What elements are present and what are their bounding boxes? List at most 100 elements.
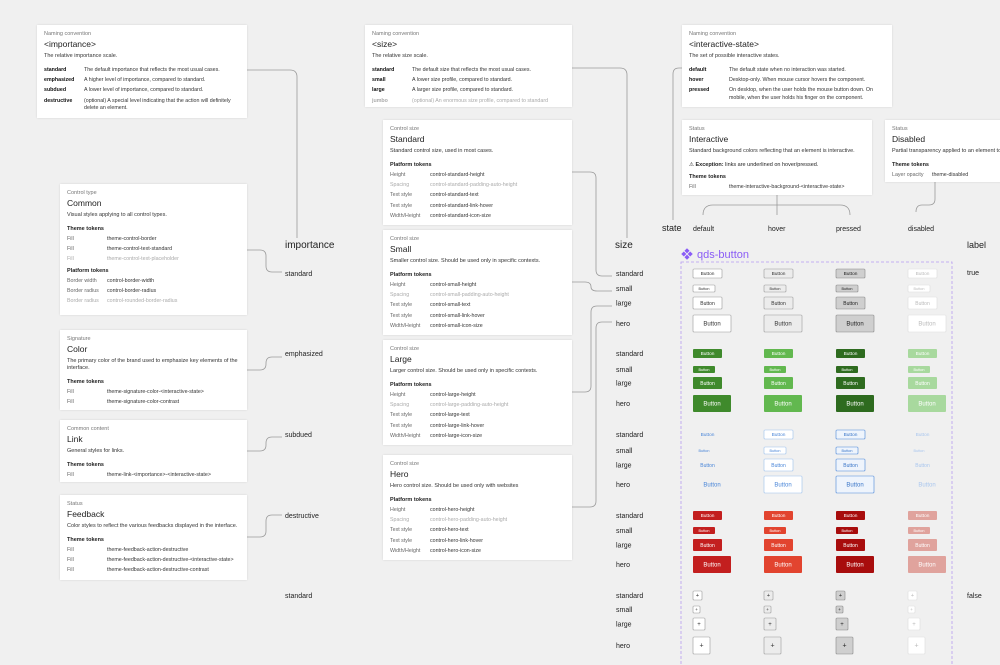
card-description: Larger control size. Should be used only… [390, 368, 538, 374]
button-label: Button [846, 563, 863, 569]
button [763, 475, 803, 494]
token-name: control-standard-padding-auto-height [430, 182, 518, 189]
token-name: theme-control-text-standard [107, 246, 173, 253]
button-icon: + [911, 593, 915, 599]
button [764, 366, 786, 373]
card-kicker: Naming convention [44, 31, 92, 37]
token-row: Fill theme-feedback-action-destructive-co… [67, 567, 240, 574]
term-text: The default importance that reflects the… [84, 67, 220, 74]
button-label: Button [701, 271, 715, 277]
button [908, 527, 930, 534]
token-key: Width/Height [390, 212, 421, 219]
token-key: Height [390, 282, 406, 289]
token-key: Border width [67, 277, 97, 284]
section-heading: Theme tokens [892, 162, 929, 169]
button-label: Button [772, 271, 786, 277]
size-label: small [616, 528, 633, 535]
button-label: Button [844, 351, 858, 357]
term: jumbo [372, 97, 388, 104]
axis-title: state [662, 223, 682, 233]
token-key: Spacing [390, 292, 410, 299]
token-key: Border radius [67, 287, 99, 294]
section-heading: Theme tokens [67, 226, 104, 233]
connector [247, 436, 282, 452]
card: Naming convention <size> The relative size… [365, 25, 572, 107]
size-label: small [616, 448, 633, 455]
button [763, 314, 803, 333]
button [693, 527, 715, 534]
card: Control size Standard Standard control siz… [383, 120, 572, 225]
card: Control size Hero Hero control size. Shoul… [383, 455, 572, 560]
size-label: small [616, 286, 633, 293]
exception-note: ⚠ Exception: links are underlined on hov… [689, 162, 865, 168]
button-label: Button [843, 381, 858, 387]
definition-row: jumbo (optional) An enormous size profile… [372, 98, 565, 105]
button-label: Button [699, 287, 710, 291]
connector [572, 281, 612, 292]
button [907, 284, 931, 293]
button [764, 377, 793, 389]
button-icon: + [699, 643, 703, 650]
button [764, 556, 802, 573]
term: standard [44, 67, 67, 74]
button [693, 511, 722, 520]
button-label: Button [703, 563, 720, 569]
term-text: On desktop, when the user holds the mous… [729, 87, 873, 101]
connector [702, 195, 851, 216]
token-name: control-standard-icon-size [430, 212, 491, 219]
section-heading: Theme tokens [67, 379, 104, 386]
size-label: large [616, 463, 632, 470]
button-label: Button [700, 301, 715, 307]
token-name: control-small-padding-auto-height [430, 292, 509, 299]
button-label: Button [916, 271, 930, 277]
token-row: Fill theme-control-text-standard [67, 246, 240, 253]
token-row: Text style control-hero-text [390, 527, 565, 534]
button [763, 636, 782, 655]
size-label: hero [616, 643, 630, 650]
button [836, 556, 874, 573]
card: Naming convention <importance> The relativ… [37, 25, 247, 118]
card-description: The relative size scale. [372, 53, 428, 59]
button-label: Button [770, 368, 781, 372]
card-kicker: Control size [390, 461, 420, 467]
term-text: A lower level of importance, compared to… [84, 87, 204, 94]
button [835, 617, 849, 631]
token-row: Fill theme-link-<importance>-<interactive… [67, 472, 240, 479]
token-key: Text style [390, 412, 413, 419]
size-label: hero [616, 562, 630, 569]
button-label: Button [842, 287, 853, 291]
card-kicker: Control size [390, 346, 420, 352]
section-heading: Platform tokens [390, 382, 432, 389]
connector [572, 171, 612, 277]
card-description: The primary color of the brand used to e… [67, 358, 238, 372]
token-row: Text style control-small-text [390, 302, 565, 309]
button [764, 511, 793, 520]
button-label: Button [846, 402, 863, 408]
token-key: Fill [67, 246, 74, 253]
button [835, 605, 844, 614]
token-key: Spacing [390, 517, 410, 524]
button-label: Button [914, 449, 925, 453]
term: destructive [44, 97, 73, 104]
token-name: control-large-text [430, 412, 470, 419]
token-row: Fill theme-interactive-background-<intera… [689, 184, 865, 191]
button-label: Button [774, 563, 791, 569]
card-kicker: Status [892, 126, 908, 132]
button [836, 395, 874, 412]
button-label: Button [774, 483, 791, 489]
token-name: control-small-height [430, 282, 477, 289]
axis-title: size [615, 240, 633, 251]
button [835, 475, 875, 494]
token-row: Height control-standard-height [390, 172, 565, 179]
button [836, 511, 865, 520]
button [835, 284, 859, 293]
button-label: Button [772, 351, 786, 357]
token-key: Fill [67, 547, 74, 554]
button [692, 296, 723, 310]
token-key: Text style [390, 202, 413, 209]
token-key: Border radius [67, 297, 99, 304]
importance-label: destructive [285, 513, 319, 520]
button-label: Button [701, 513, 715, 519]
section-heading: Theme tokens [67, 537, 104, 544]
state-label: disabled [908, 226, 934, 233]
